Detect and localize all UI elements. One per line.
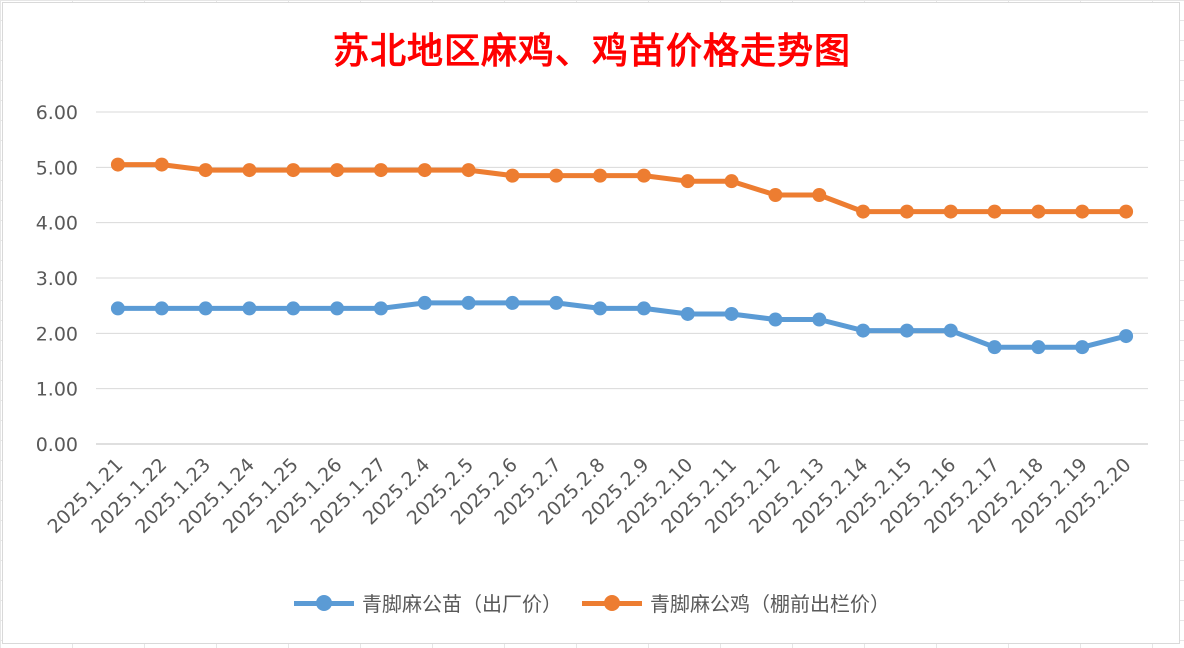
legend-item-seedling[interactable]: 青脚麻公苗（出厂价） — [294, 588, 562, 617]
legend-label-rooster: 青脚麻公鸡（棚前出栏价） — [650, 592, 890, 616]
data-point — [680, 306, 695, 321]
data-point — [1075, 204, 1090, 219]
data-point — [1075, 340, 1090, 355]
data-point — [330, 301, 345, 316]
data-point — [899, 323, 914, 338]
data-point — [154, 157, 169, 172]
data-point — [417, 295, 432, 310]
y-tick-label: 5.00 — [36, 157, 78, 179]
data-point — [373, 301, 388, 316]
y-tick-label: 3.00 — [36, 268, 78, 290]
y-axis-ticks: 0.00 1.00 2.00 3.00 4.00 5.00 6.00 — [36, 102, 78, 456]
data-point — [593, 168, 608, 183]
data-point — [242, 301, 257, 316]
data-point — [899, 204, 914, 219]
data-point — [856, 204, 871, 219]
data-point — [549, 168, 564, 183]
y-tick-label: 4.00 — [36, 213, 78, 235]
data-point — [724, 306, 739, 321]
data-point — [505, 295, 520, 310]
data-point — [1031, 204, 1046, 219]
data-point — [330, 163, 345, 178]
gridlines — [96, 111, 1148, 445]
data-point — [987, 204, 1002, 219]
y-tick-label: 1.00 — [36, 379, 78, 401]
data-point — [636, 168, 651, 183]
data-point — [286, 301, 301, 316]
data-point — [1119, 204, 1134, 219]
legend-marker-seedling — [294, 593, 354, 613]
data-point — [110, 157, 125, 172]
legend-item-rooster[interactable]: 青脚麻公鸡（棚前出栏价） — [582, 588, 890, 617]
series-line-1 — [115, 162, 1129, 215]
data-point — [812, 312, 827, 327]
data-point — [768, 312, 783, 327]
series-lines — [110, 157, 1134, 355]
data-point — [724, 174, 739, 189]
data-point — [505, 168, 520, 183]
data-point — [1031, 340, 1046, 355]
data-point — [549, 295, 564, 310]
data-point — [198, 301, 213, 316]
data-point — [943, 204, 958, 219]
data-point — [593, 301, 608, 316]
data-point — [110, 301, 125, 316]
chart-title: 苏北地区麻鸡、鸡苗价格走势图 — [332, 30, 851, 72]
data-point — [242, 163, 257, 178]
data-point — [198, 163, 213, 178]
y-tick-label: 2.00 — [36, 323, 78, 345]
data-point — [768, 188, 783, 202]
data-point — [943, 323, 958, 338]
y-tick-label: 0.00 — [36, 434, 78, 456]
data-point — [154, 301, 169, 316]
data-point — [1119, 329, 1134, 344]
legend-label-seedling: 青脚麻公苗（出厂价） — [362, 592, 562, 616]
data-point — [461, 163, 476, 178]
data-point — [461, 295, 476, 310]
data-point — [812, 188, 827, 202]
legend-marker-rooster — [582, 593, 642, 613]
data-point — [680, 174, 695, 189]
series-line-0 — [115, 300, 1129, 350]
data-point — [856, 323, 871, 338]
data-point — [417, 163, 432, 178]
data-point — [286, 163, 301, 178]
data-point — [987, 340, 1002, 355]
x-axis-ticks: 2025.1.212025.1.222025.1.232025.1.242025… — [44, 454, 1136, 538]
data-point — [373, 163, 388, 178]
legend: 青脚麻公苗（出厂价） 青脚麻公鸡（棚前出栏价） — [0, 588, 1184, 617]
data-point — [636, 301, 651, 316]
y-tick-label: 6.00 — [36, 102, 78, 124]
